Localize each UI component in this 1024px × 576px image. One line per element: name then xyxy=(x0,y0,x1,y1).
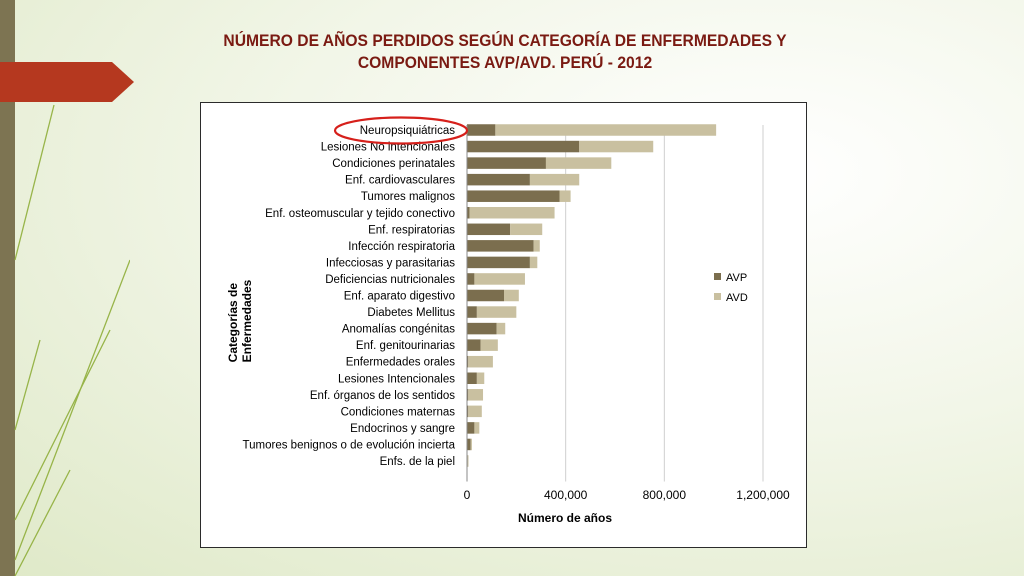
category-label-condiciones-maternas: Condiciones maternas xyxy=(341,406,456,418)
legend-avp-swatch xyxy=(714,273,721,280)
x-tick-label-1200000: 1,200,000 xyxy=(736,488,790,502)
legend: AVP AVD xyxy=(714,272,748,304)
bar-avd-enfs-de-la-piel xyxy=(467,455,469,467)
category-label-condiciones-perinatales: Condiciones perinatales xyxy=(332,158,455,170)
category-label-diabetes-mellitus: Diabetes Mellitus xyxy=(367,307,455,319)
bar-avd-deficiencias-nutricionales xyxy=(474,273,525,285)
bar-avd-enf-organos-de-los-sentidos xyxy=(468,389,484,401)
y-axis-title-line-2: Enfermedades xyxy=(240,279,254,362)
category-label-lesiones-no-intencionales: Lesiones No intencionales xyxy=(321,142,456,154)
bar-avp-tumores-malignos xyxy=(467,190,560,202)
category-label-endocrinos-y-sangre: Endocrinos y sangre xyxy=(350,423,455,435)
bar-avp-anomalias-congenitas xyxy=(467,322,497,335)
legend-avd-swatch xyxy=(714,293,721,300)
category-label-enf-genitourinarias: Enf. genitourinarias xyxy=(356,340,455,352)
bar-avd-tumores-malignos xyxy=(559,190,571,202)
bar-avp-enf-aparato-digestivo xyxy=(467,289,504,302)
legend-avd-label: AVD xyxy=(726,292,748,304)
bar-avp-tumores-benignos-o-de-evolucion-incierta xyxy=(467,438,471,451)
bar-avd-enf-aparato-digestivo xyxy=(504,289,519,302)
chart-container: Neuropsiquiátricas Lesiones No intenciona… xyxy=(200,102,807,548)
bar-avd-enf-cardiovasculares xyxy=(529,173,580,186)
slide-title: NÚMERO DE AÑOS PERDIDOS SEGÚN CATEGORÍA … xyxy=(206,30,804,74)
category-label-tumores-malignos: Tumores malignos xyxy=(361,191,455,203)
category-label-neuropsiquiatricas: Neuropsiquiátricas xyxy=(360,125,455,137)
bar-avp-enfermedades-orales xyxy=(467,355,469,368)
bar-avd-enf-genitourinarias xyxy=(480,339,498,351)
highlight-ellipse xyxy=(333,116,469,145)
category-label-enf-cardiovasculares: Enf. cardiovasculares xyxy=(345,175,455,187)
bar-avd-condiciones-maternas xyxy=(468,405,482,418)
title-accent-tab xyxy=(0,62,134,102)
x-tick-label-400000: 400,000 xyxy=(544,488,588,502)
bar-avp-lesiones-no-intencionales xyxy=(467,140,580,153)
bar-avp-lesiones-intencionales xyxy=(467,372,477,384)
bar-avp-infecciosas-y-parasitarias xyxy=(467,256,530,269)
x-tick-label-800000: 800,000 xyxy=(643,488,687,502)
y-axis-title-line-1: Categorías de xyxy=(226,283,240,363)
bar-avp-diabetes-mellitus xyxy=(467,306,477,318)
category-label-enf-aparato-digestivo: Enf. aparato digestivo xyxy=(344,291,455,303)
category-label-infecciosas-y-parasitarias: Infecciosas y parasitarias xyxy=(326,257,455,269)
bar-avd-enfermedades-orales xyxy=(468,355,493,368)
category-label-enfermedades-orales: Enfermedades orales xyxy=(346,357,456,369)
bar-avp-enf-osteomuscular-y-tejido-conectivo xyxy=(467,207,470,219)
bar-avd-anomalias-congenitas xyxy=(496,322,506,335)
bar-avd-infeccion-respiratoria xyxy=(533,240,540,252)
bar-avp-infeccion-respiratoria xyxy=(467,240,534,252)
bar-avp-enf-genitourinarias xyxy=(467,339,481,351)
x-axis-title: Número de años xyxy=(518,511,612,525)
bar-avd-diabetes-mellitus xyxy=(476,306,517,318)
category-label-anomalias-congenitas: Anomalías congénitas xyxy=(342,324,455,336)
category-label-infeccion-respiratoria: Infección respiratoria xyxy=(348,241,455,253)
bar-avp-endocrinos-y-sangre xyxy=(467,422,475,434)
bar-avd-infecciosas-y-parasitarias xyxy=(529,256,538,269)
bar-chart: Neuropsiquiátricas Lesiones No intenciona… xyxy=(226,116,790,525)
legend-avp-label: AVP xyxy=(726,272,747,284)
bar-avp-enf-organos-de-los-sentidos xyxy=(467,389,469,401)
category-label-lesiones-intencionales: Lesiones Intencionales xyxy=(338,373,455,385)
bar-avd-enf-osteomuscular-y-tejido-conectivo xyxy=(469,207,555,219)
y-axis-title: Categorías de Enfermedades xyxy=(226,279,254,362)
slide-title-line-1: NÚMERO DE AÑOS PERDIDOS SEGÚN CATEGORÍA … xyxy=(223,31,787,50)
bar-avd-enf-respiratorias xyxy=(510,223,543,236)
bars xyxy=(467,124,717,467)
category-label-enf-osteomuscular-y-tejido-conectivo: Enf. osteomuscular y tejido conectivo xyxy=(265,208,455,220)
bar-avp-enf-respiratorias xyxy=(467,223,511,236)
bar-avp-neuropsiquiatricas xyxy=(467,124,496,136)
category-label-tumores-benignos-o-de-evolucion-incierta: Tumores benignos o de evolución incierta xyxy=(243,439,456,451)
bar-avd-endocrinos-y-sangre xyxy=(474,422,480,434)
slide-title-line-2: COMPONENTES AVP/AVD. PERÚ - 2012 xyxy=(357,53,653,72)
x-tick-labels: 0 400,000 800,000 1,200,000 xyxy=(464,488,790,502)
bar-avp-enf-cardiovasculares xyxy=(467,173,530,186)
bar-avd-lesiones-no-intencionales xyxy=(579,140,654,153)
category-label-enf-organos-de-los-sentidos: Enf. órganos de los sentidos xyxy=(310,390,455,402)
bar-avd-tumores-benignos-o-de-evolucion-incierta xyxy=(470,438,472,451)
category-label-enfs-de-la-piel: Enfs. de la piel xyxy=(380,456,455,468)
bar-avp-condiciones-perinatales xyxy=(467,157,546,169)
category-label-enf-respiratorias: Enf. respiratorias xyxy=(368,224,455,236)
left-accent-strip xyxy=(0,0,15,576)
bar-avd-neuropsiquiatricas xyxy=(495,124,717,136)
category-labels: Neuropsiquiátricas Lesiones No intenciona… xyxy=(243,125,456,468)
bar-avd-condiciones-perinatales xyxy=(545,157,612,169)
bar-avp-condiciones-maternas xyxy=(467,405,469,418)
category-label-deficiencias-nutricionales: Deficiencias nutricionales xyxy=(325,274,455,286)
decorative-lines xyxy=(14,104,130,576)
bar-avp-deficiencias-nutricionales xyxy=(467,273,475,285)
bar-avd-lesiones-intencionales xyxy=(476,372,485,384)
x-tick-label-0: 0 xyxy=(464,488,471,502)
